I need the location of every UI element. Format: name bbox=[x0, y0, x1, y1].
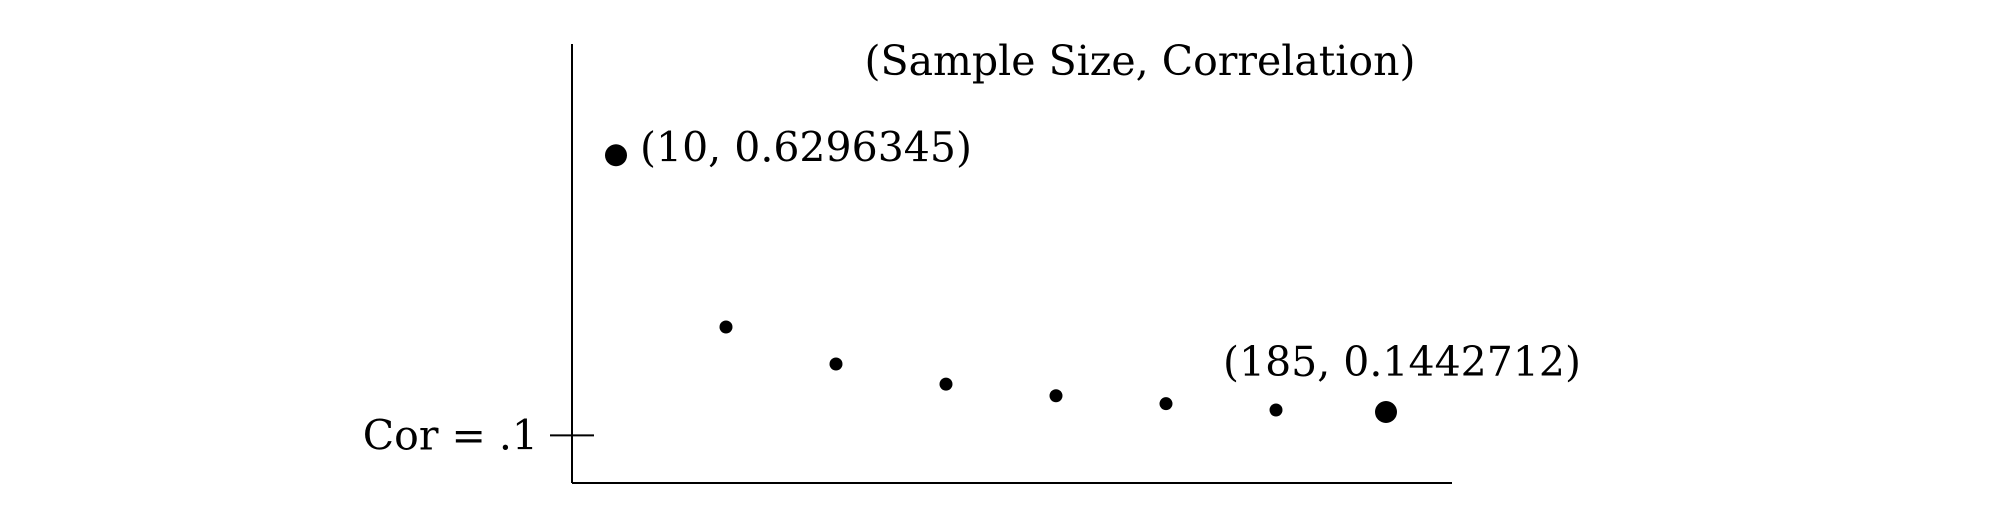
highlighted-data-point bbox=[605, 144, 627, 167]
data-points bbox=[605, 144, 1397, 423]
highlighted-data-point bbox=[1375, 400, 1397, 423]
point-annotation-label: (185, 0.1442712) bbox=[1223, 338, 1581, 386]
data-point bbox=[1269, 403, 1283, 417]
data-point bbox=[829, 357, 843, 371]
y-axis-tick-label: Cor = .1 bbox=[363, 411, 538, 459]
data-point bbox=[939, 377, 953, 391]
data-point bbox=[719, 320, 733, 334]
data-point bbox=[1049, 389, 1063, 403]
chart-title: (Sample Size, Correlation) bbox=[865, 37, 1416, 85]
data-annotations: (10, 0.6296345) (185, 0.1442712) bbox=[640, 123, 1581, 386]
point-annotation-label: (10, 0.6296345) bbox=[640, 123, 972, 171]
data-point bbox=[1159, 397, 1173, 411]
